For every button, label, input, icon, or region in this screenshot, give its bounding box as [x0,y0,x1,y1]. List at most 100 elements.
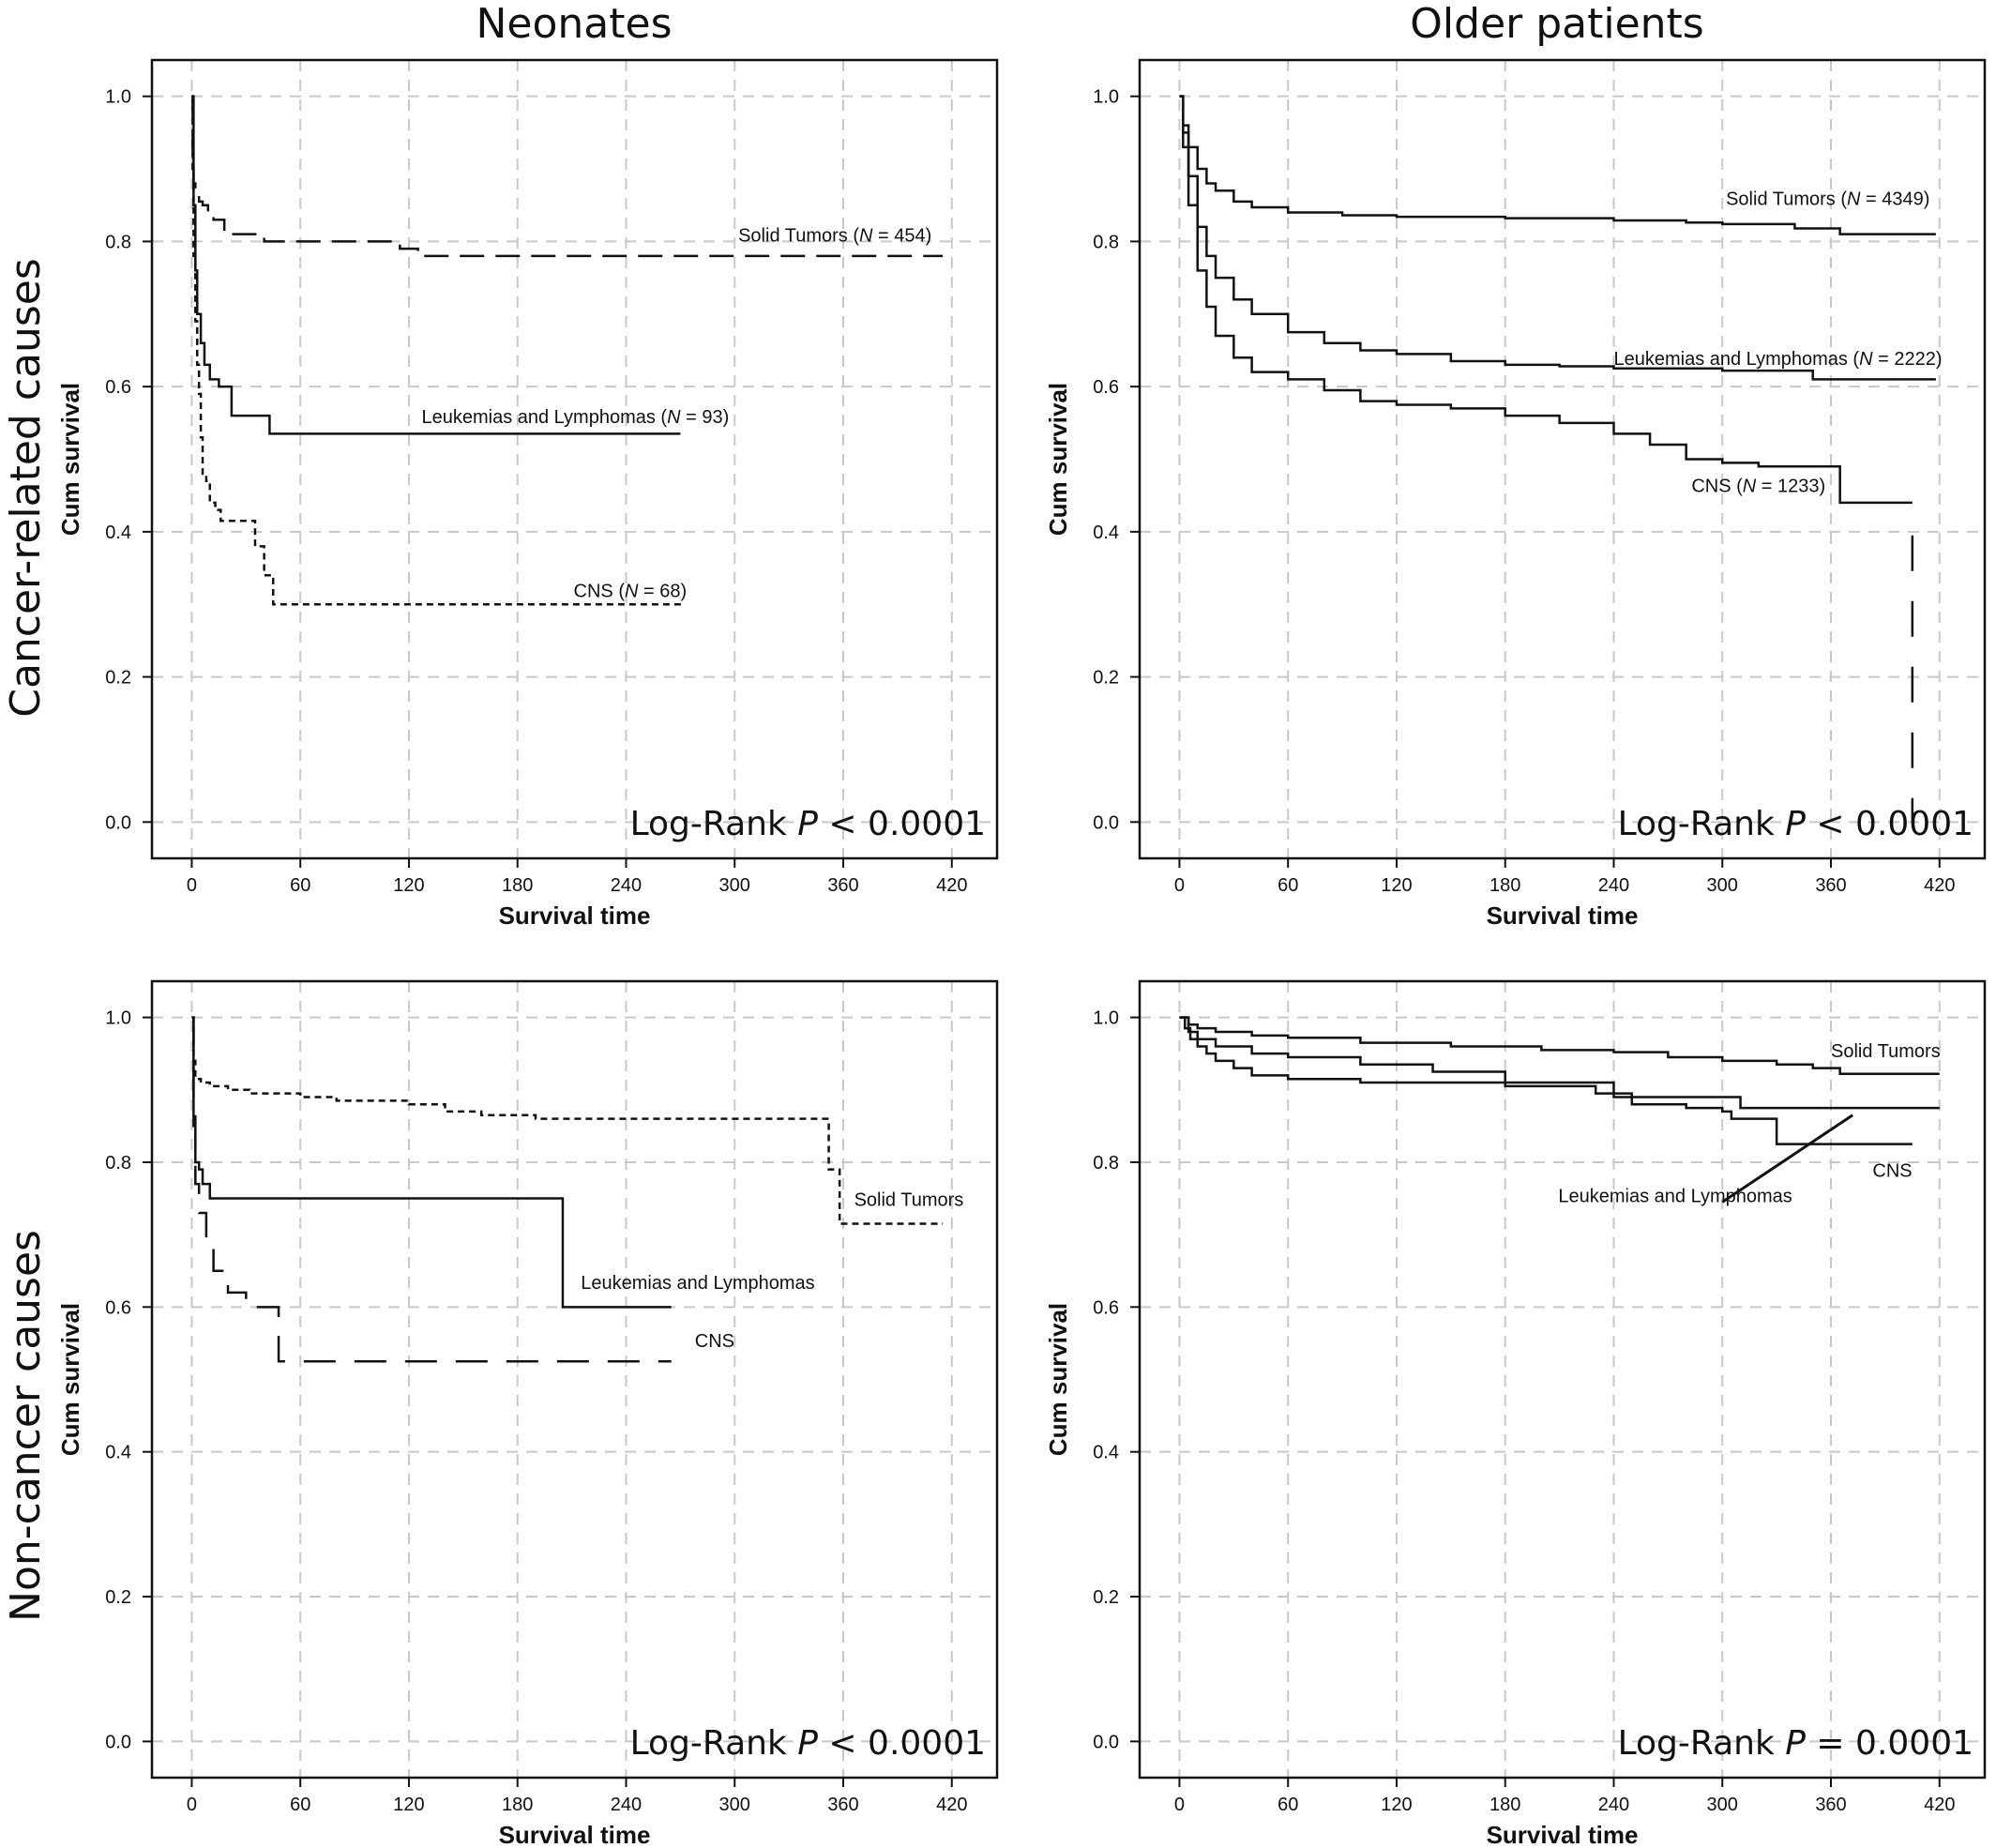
y-tick-label: 1.0 [1093,87,1119,108]
log-rank-annotation: Log-Rank P < 0.0001 [630,805,986,843]
series-label-solid-tumors: Solid Tumors [854,1189,964,1210]
y-tick-label: 0.6 [1093,1297,1119,1318]
y-tick-label: 0.8 [105,232,131,252]
series-label-cns: CNS [695,1331,734,1352]
y-tick-label: 0.0 [105,1732,131,1752]
x-tick-label: 300 [719,875,750,896]
y-tick-label: 0.2 [105,1587,131,1608]
series-label-solid-tumors: Solid Tumors (N = 4349) [1726,189,1929,210]
series-leukemias-and-lymphomas-curve [1179,1016,1940,1110]
series-solid-tumors-curve [1179,1016,1940,1076]
x-tick-label: 0 [1174,1795,1185,1815]
x-tick-label: 300 [1707,1795,1738,1815]
y-tick-label: 0.4 [1093,1443,1119,1463]
series-leukemias-and-lymphomas-curve [191,95,681,435]
callout-pointer-line [1721,1113,1853,1204]
series-label-leukemias-and-lymphomas: Leukemias and Lymphomas [1558,1186,1792,1206]
x-tick-label: 60 [1278,1795,1298,1815]
log-rank-annotation: Log-Rank P < 0.0001 [1618,805,1973,843]
x-tick-label: 360 [1815,875,1846,896]
y-tick-label: 0.0 [1093,812,1119,833]
y-tick-label: 0.6 [1093,377,1119,398]
x-tick-label: 300 [1707,875,1738,896]
y-tick-label: 0.2 [1093,668,1119,689]
x-tick-label: 60 [290,1795,310,1815]
y-tick-label: 0.6 [105,377,131,398]
y-tick-label: 0.8 [1093,1153,1119,1174]
series-solid-tumors-curve [1179,95,1936,235]
x-tick-label: 300 [719,1795,750,1815]
x-tick-label: 420 [936,1795,967,1815]
y-axis-label: Cum survival [56,383,84,536]
series-label-solid-tumors: Solid Tumors [1831,1041,1941,1062]
x-tick-label: 60 [290,875,310,896]
plot-frame [150,58,999,860]
series-label-cns: CNS (N = 68) [574,581,688,601]
row-title-cancer-related: Cancer-related causes [2,258,50,718]
y-tick-label: 1.0 [1093,1008,1119,1029]
x-axis-label: Survival time [499,901,651,930]
x-axis-label: Survival time [1487,1821,1639,1848]
y-tick-label: 0.4 [1093,523,1119,543]
x-tick-label: 240 [611,875,642,896]
x-axis-label: Survival time [1487,901,1639,930]
x-tick-label: 120 [393,1795,424,1815]
x-tick-label: 420 [1924,875,1955,896]
panel-neonates-cancer-related: 0 60 120 180 240 300 360 420 0.0 0.2 0.4 0.6 0.8 1.0 S… [56,58,999,930]
log-rank-annotation: Log-Rank P = 0.0001 [1618,1724,1973,1763]
x-tick-label: 240 [1598,1795,1629,1815]
x-tick-label: 120 [1381,875,1412,896]
y-tick-label: 1.0 [105,1008,131,1029]
panel-older-non-cancer: 0 60 120 180 240 300 360 420 0.0 0.2 0.4 0.6 0.8 1.0 S… [1044,979,1987,1848]
x-tick-label: 120 [393,875,424,896]
series-label-solid-tumors: Solid Tumors (N = 454) [738,225,931,246]
x-tick-label: 360 [1815,1795,1846,1815]
row-title-non-cancer: Non-cancer causes [2,1230,50,1622]
y-tick-label: 0.2 [1093,1587,1119,1608]
series-label-leukemias-and-lymphomas: Leukemias and Lymphomas [581,1273,814,1294]
panel-older-cancer-related: 0 60 120 180 240 300 360 420 0.0 0.2 0.4 0.6 0.8 1.0 S… [1044,58,1987,930]
series-label-leukemias-and-lymphomas: Leukemias and Lymphomas (N = 93) [421,407,729,428]
plot-frame [1138,979,1987,1780]
column-title-older-patients: Older patients [1410,0,1703,48]
x-tick-label: 420 [936,875,967,896]
series-cns-curve [191,1016,672,1363]
plot-frame [1138,58,1987,860]
plot-frame [150,979,999,1780]
y-tick-label: 0.2 [105,668,131,689]
x-tick-label: 180 [1489,875,1520,896]
x-tick-label: 180 [502,1795,533,1815]
x-tick-label: 240 [1598,875,1629,896]
x-tick-label: 0 [187,1795,197,1815]
y-tick-label: 0.4 [105,1443,131,1463]
x-tick-label: 120 [1381,1795,1412,1815]
x-axis-label: Survival time [499,1821,651,1848]
y-tick-label: 0.0 [1093,1732,1119,1752]
series-cns-curve [191,95,685,606]
x-tick-label: 0 [1174,875,1185,896]
x-tick-label: 360 [827,875,858,896]
log-rank-annotation: Log-Rank P < 0.0001 [630,1724,986,1763]
x-tick-label: 180 [502,875,533,896]
x-tick-label: 360 [827,1795,858,1815]
y-axis-label: Cum survival [56,1303,84,1456]
y-tick-label: 0.4 [105,523,131,543]
x-tick-label: 180 [1489,1795,1520,1815]
y-tick-label: 0.8 [1093,232,1119,252]
series-cns-curve [1179,1016,1913,1145]
series-leukemias-and-lymphomas-curve [1179,95,1936,381]
y-axis-label: Cum survival [1044,1303,1072,1456]
y-tick-label: 0.6 [105,1297,131,1318]
y-axis-label: Cum survival [1044,383,1072,536]
y-tick-label: 0.0 [105,812,131,833]
x-tick-label: 0 [187,875,197,896]
x-tick-label: 60 [1278,875,1298,896]
series-label-leukemias-and-lymphomas: Leukemias and Lymphomas (N = 2222) [1613,349,1942,370]
x-tick-label: 240 [611,1795,642,1815]
column-title-neonates: Neonates [476,0,673,48]
series-label-cns: CNS [1872,1160,1912,1181]
series-cns-curve [1179,95,1913,505]
y-tick-label: 0.8 [105,1153,131,1174]
series-label-cns: CNS (N = 1233) [1691,476,1825,496]
